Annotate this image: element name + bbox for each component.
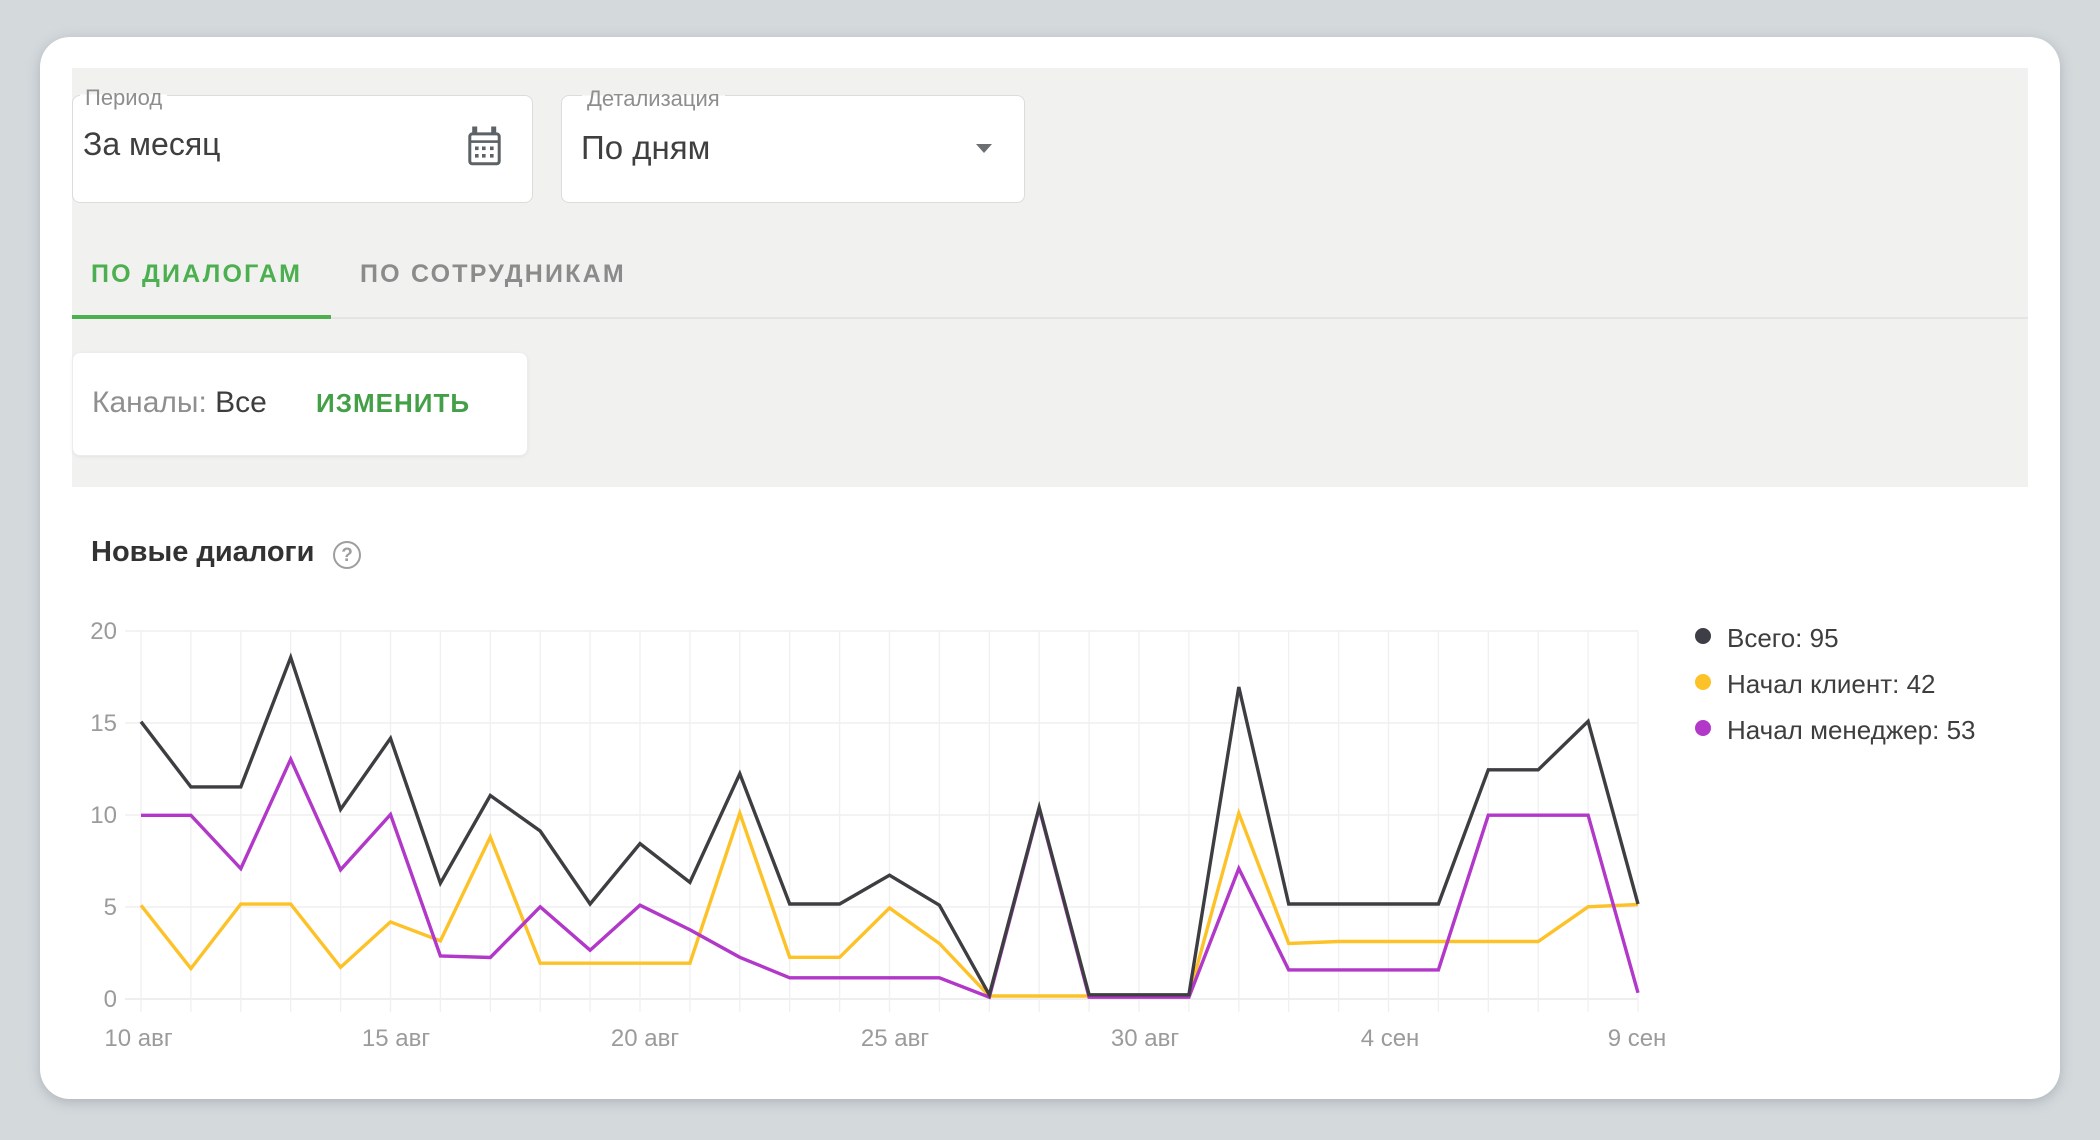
svg-text:Всего: 95: Всего: 95: [1727, 623, 1839, 653]
svg-text:15: 15: [90, 710, 117, 737]
svg-text:20 авг: 20 авг: [611, 1025, 679, 1052]
svg-text:10 авг: 10 авг: [104, 1025, 172, 1052]
svg-text:Начал менеджер: 53: Начал менеджер: 53: [1727, 715, 1976, 745]
svg-text:9 сен: 9 сен: [1608, 1025, 1667, 1052]
svg-text:15 авг: 15 авг: [362, 1025, 430, 1052]
svg-text:20: 20: [90, 618, 117, 645]
svg-text:25 авг: 25 авг: [861, 1025, 929, 1052]
svg-text:5: 5: [104, 894, 117, 921]
svg-text:30 авг: 30 авг: [1111, 1025, 1179, 1052]
svg-text:10: 10: [90, 802, 117, 829]
svg-text:0: 0: [104, 986, 117, 1013]
svg-text:4 сен: 4 сен: [1361, 1025, 1420, 1052]
svg-text:Начал клиент: 42: Начал клиент: 42: [1727, 669, 1936, 699]
